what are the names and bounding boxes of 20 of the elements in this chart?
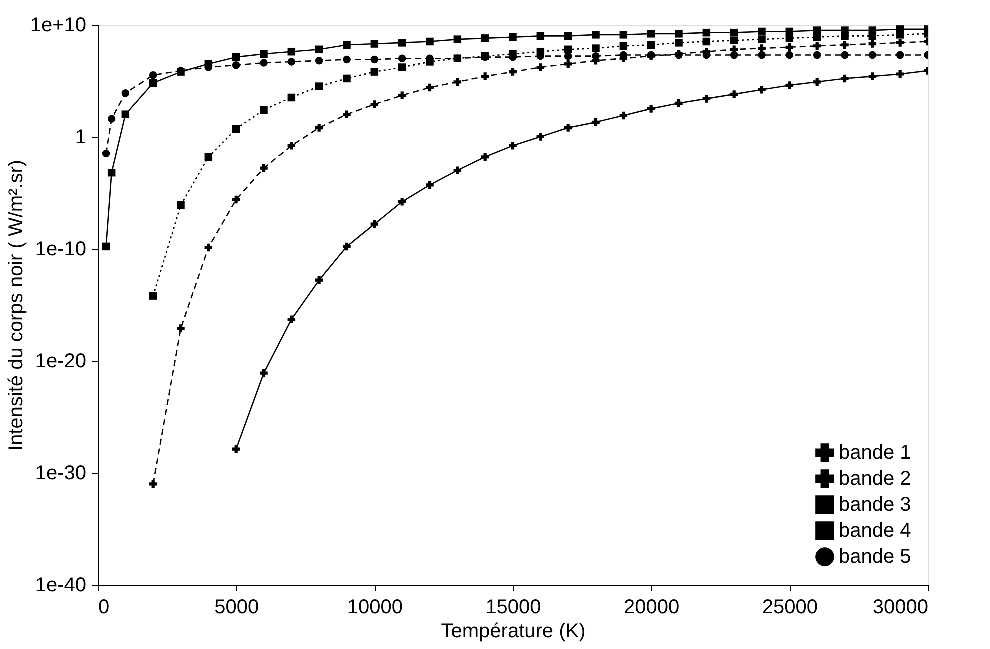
y-tick-label: 1e-10 [35, 238, 86, 260]
x-tick-label: 25000 [762, 596, 818, 618]
y-tick-label: 1e+10 [30, 14, 86, 36]
x-tick-label: 20000 [624, 596, 680, 618]
y-axis-title: Intensité du corps noir ( W/m².sr) [5, 160, 28, 452]
y-tick-label: 1 [75, 126, 86, 148]
x-axis-title: Température (K) [441, 620, 586, 642]
x-tick-label: 0 [98, 596, 110, 618]
y-tick-label: 1e-20 [35, 350, 86, 372]
legend-label: bande 1 [839, 442, 912, 464]
legend-label: bande 3 [839, 494, 912, 516]
x-tick-label: 5000 [214, 596, 260, 618]
legend-label: bande 2 [839, 468, 912, 490]
legend-label: bande 4 [839, 520, 912, 542]
x-tick-label: 10000 [347, 596, 403, 618]
legend-label: bande 5 [839, 546, 912, 568]
x-tick-label: 15000 [486, 596, 542, 618]
y-tick-label: 1e-30 [35, 462, 86, 484]
y-tick-label: 1e-40 [35, 574, 86, 596]
x-tick-label: 30000 [872, 596, 928, 618]
